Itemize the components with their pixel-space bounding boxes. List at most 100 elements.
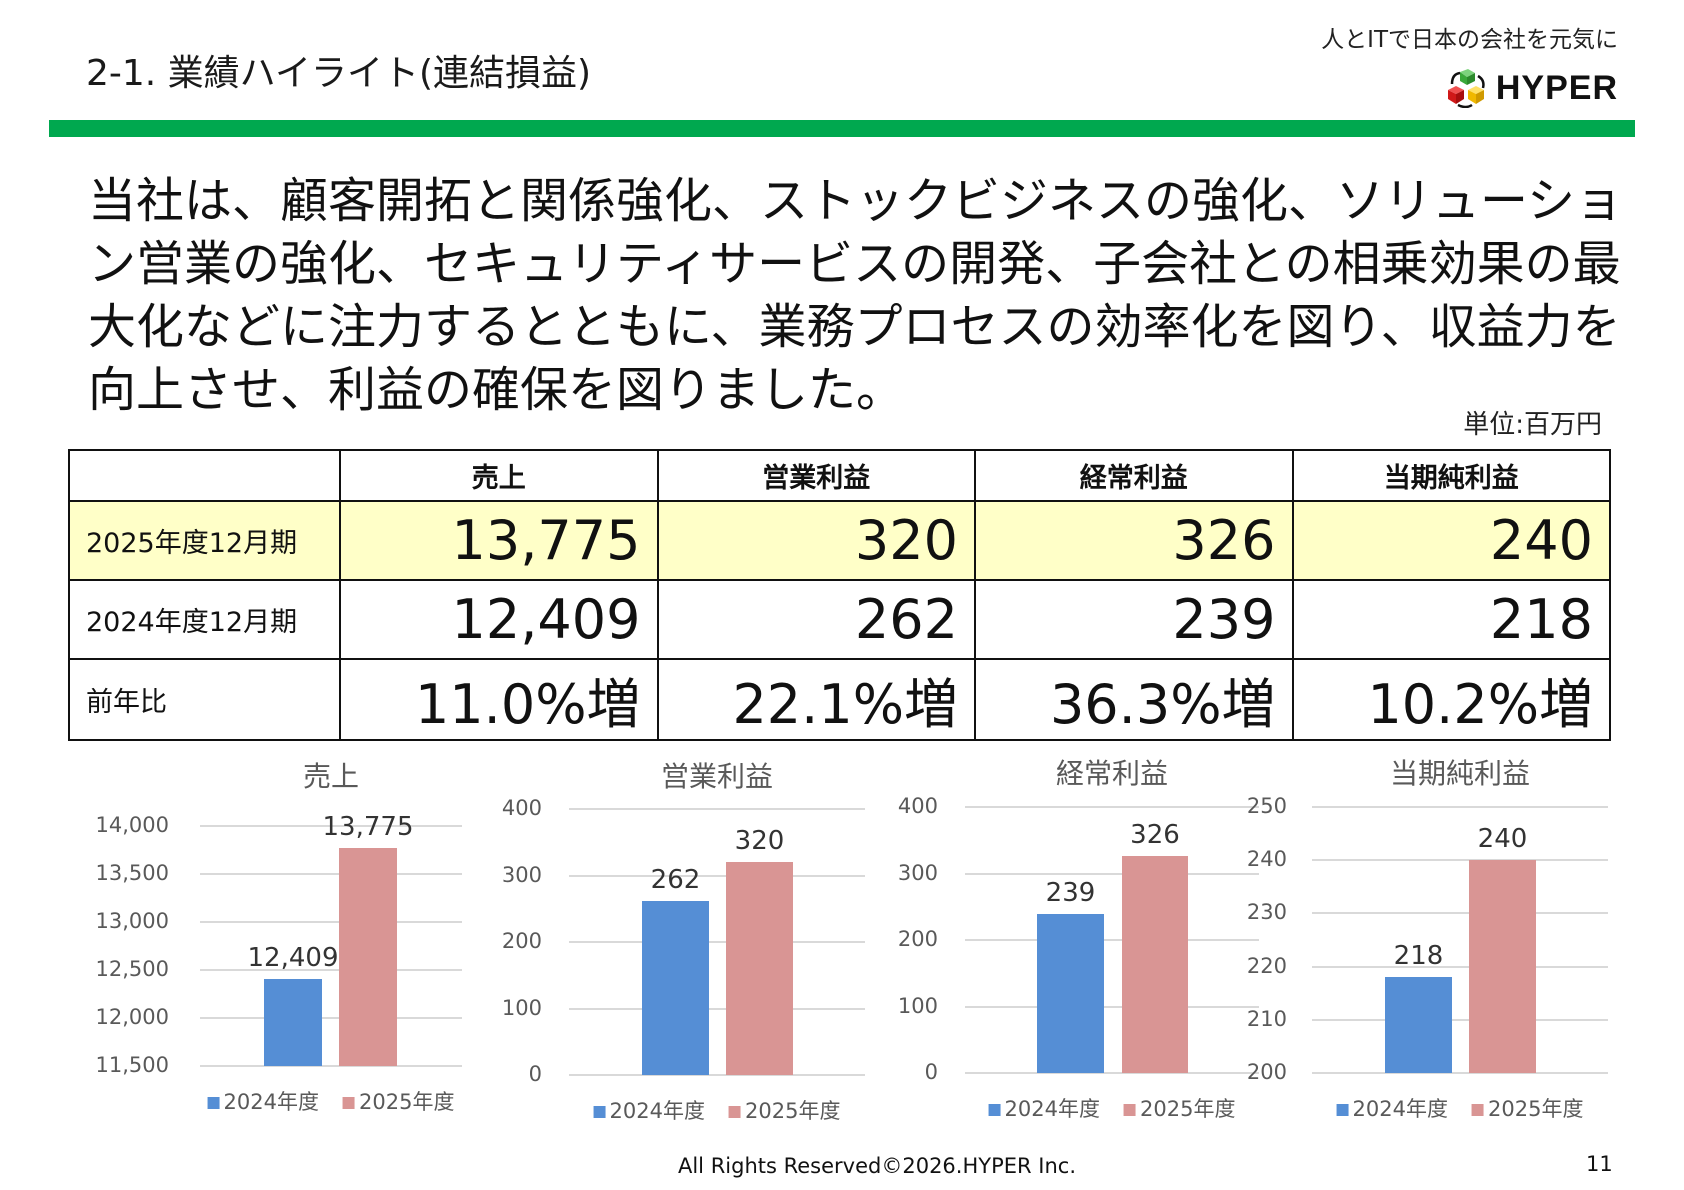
summary-text: 当社は、顧客開拓と関係強化、ストックビジネスの強化、ソリューション営業の強化、セ… <box>88 173 1624 418</box>
chart-title: 経常利益 <box>1055 757 1169 790</box>
header-cell: 経常利益 <box>974 449 1294 502</box>
y-tick-label: 12,500 <box>95 957 169 981</box>
bar <box>339 847 397 1066</box>
y-tick-label: 240 <box>1246 847 1287 872</box>
table-cell: 320 <box>656 500 976 581</box>
chart-title: 当期純利益 <box>1389 757 1531 790</box>
legend-item: 2024年度 <box>593 1095 705 1125</box>
legend-item: 2025年度 <box>1472 1093 1583 1123</box>
gridline <box>1312 859 1608 862</box>
legend-item: 2024年度 <box>207 1086 319 1116</box>
row-label: 2025年度12月期 <box>68 500 341 581</box>
legend-swatch <box>729 1106 741 1118</box>
table-row: 2025年度12月期 13,775 320 326 240 <box>68 500 1611 581</box>
table-cell: 262 <box>656 579 976 660</box>
gridline <box>965 1072 1259 1074</box>
legend-swatch <box>988 1104 1001 1116</box>
tagline: 人とITで日本の会社を元気に <box>1321 27 1618 53</box>
table-cell: 240 <box>1291 500 1611 581</box>
bar <box>264 978 322 1066</box>
data-label: 240 <box>1477 824 1528 855</box>
y-tick-label: 12,000 <box>95 1005 169 1029</box>
gridline <box>200 873 462 875</box>
table-cell: 218 <box>1291 579 1611 660</box>
table-cell: 10.2%増 <box>1291 658 1611 741</box>
gridline <box>965 1005 1259 1008</box>
gridline <box>569 941 865 943</box>
gridline <box>200 825 462 827</box>
logo-cubes-icon <box>1447 69 1485 108</box>
bar <box>1122 856 1188 1073</box>
legend-label: 2024年度 <box>223 1090 319 1114</box>
header-cell: 営業利益 <box>656 449 976 502</box>
y-tick-label: 14,000 <box>95 813 169 837</box>
legend-swatch <box>207 1097 220 1109</box>
gridline <box>569 1007 865 1010</box>
y-tick-label: 230 <box>1246 900 1287 925</box>
row-label: 前年比 <box>68 658 341 741</box>
legend-swatch <box>593 1106 606 1118</box>
bar <box>1385 977 1452 1073</box>
data-label: 239 <box>1045 878 1096 909</box>
bar <box>1469 860 1536 1073</box>
gridline <box>1312 1018 1608 1021</box>
y-tick-label: 250 <box>1246 794 1287 818</box>
y-tick-label: 13,500 <box>95 861 169 885</box>
gridline <box>965 872 1259 875</box>
y-tick-label: 200 <box>897 927 938 951</box>
y-tick-label: 11,500 <box>95 1053 169 1077</box>
gridline <box>965 939 1259 941</box>
legend-item: 2024年度 <box>1336 1093 1448 1123</box>
data-label: 13,775 <box>322 811 414 842</box>
chart-title: 営業利益 <box>660 760 774 793</box>
y-tick-label: 13,000 <box>95 909 169 933</box>
legend-label: 2024年度 <box>1352 1097 1448 1121</box>
logo-text: HYPER <box>1495 68 1618 107</box>
y-tick-label: 200 <box>501 929 542 953</box>
bar <box>642 900 709 1075</box>
gridline <box>1312 1072 1608 1074</box>
data-label: 326 <box>1130 820 1180 851</box>
copyright: All Rights Reserved©2026.HYPER Inc. <box>677 1154 1077 1178</box>
header-cell <box>68 449 341 502</box>
y-tick-label: 100 <box>897 993 938 1018</box>
data-label: 262 <box>650 864 701 895</box>
chart-legend: 2024年度 2025年度 <box>988 1093 1236 1123</box>
page-number: 11 <box>1586 1152 1613 1176</box>
data-label: 320 <box>734 826 785 857</box>
legend-label: 2024年度 <box>609 1099 705 1123</box>
y-tick-label: 210 <box>1246 1006 1287 1031</box>
y-tick-label: 300 <box>897 860 938 885</box>
chart-title: 売上 <box>302 760 360 793</box>
results-table: 売上 営業利益 経常利益 当期純利益 2025年度12月期 13,775 320… <box>68 449 1611 741</box>
y-tick-label: 200 <box>1246 1060 1287 1084</box>
gridline <box>1312 912 1608 915</box>
legend-item: 2025年度 <box>729 1095 840 1125</box>
legend-label: 2025年度 <box>1140 1097 1236 1121</box>
y-tick-label: 300 <box>501 862 542 887</box>
gridline <box>1312 965 1608 968</box>
gridline <box>200 921 462 923</box>
table-cell: 36.3%増 <box>974 658 1294 741</box>
page-title: 2-1. 業績ハイライト(連結損益) <box>86 53 592 94</box>
legend-label: 2025年度 <box>1488 1097 1584 1121</box>
legend-swatch <box>1124 1104 1136 1116</box>
legend-item: 2024年度 <box>988 1093 1100 1123</box>
legend-swatch <box>343 1097 355 1109</box>
y-tick-label: 400 <box>501 796 542 820</box>
gridline <box>200 1017 462 1019</box>
legend-swatch <box>1336 1104 1349 1116</box>
gridline <box>200 1065 462 1067</box>
table-cell: 22.1%増 <box>656 658 976 741</box>
gridline <box>569 1074 865 1076</box>
y-tick-label: 0 <box>528 1062 542 1086</box>
y-tick-label: 0 <box>924 1060 938 1084</box>
chart-legend: 2024年度 2025年度 <box>207 1086 454 1116</box>
data-label: 12,409 <box>247 942 339 973</box>
legend-label: 2024年度 <box>1004 1097 1100 1121</box>
table-row: 前年比 11.0%増 22.1%増 36.3%増 10.2%増 <box>68 658 1611 741</box>
y-tick-label: 100 <box>501 995 542 1020</box>
gridline <box>1312 806 1608 808</box>
data-label: 218 <box>1393 941 1444 972</box>
row-label: 2024年度12月期 <box>68 579 341 660</box>
